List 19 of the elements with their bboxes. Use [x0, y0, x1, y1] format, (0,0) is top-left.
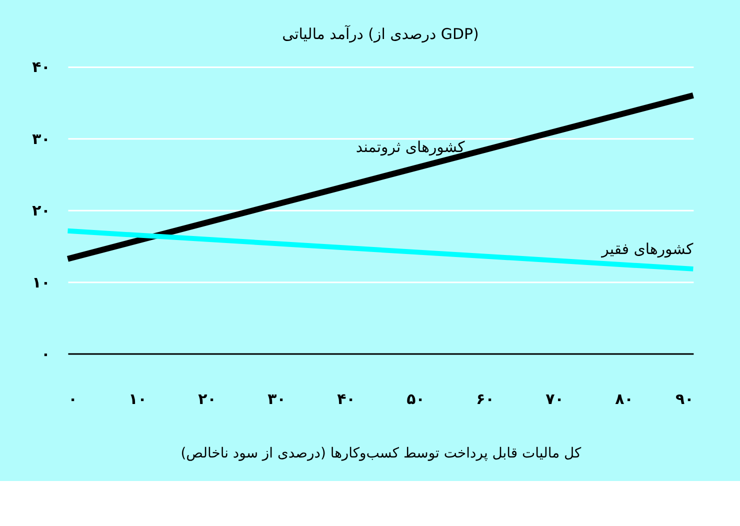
x-tick-label: ۴۰	[337, 390, 356, 408]
x-tick-label: ۶۰	[476, 390, 494, 408]
y-tick-label: ۳۰	[32, 130, 50, 148]
x-tick-label: ۱۰	[128, 390, 147, 408]
y-tick-label: ۱۰	[32, 273, 50, 292]
series-label: کشورهای فقیر	[600, 240, 694, 258]
y-tick-label: ۲۰	[32, 202, 50, 220]
x-axis-title: کل مالیات قابل پرداخت توسط کسب‌وکارها (درصدی از سود ناخالص)	[180, 446, 582, 462]
x-tick-label: ۵۰	[406, 390, 425, 408]
x-tick-label: ۷۰	[546, 390, 564, 408]
x-tick-label: ۰	[68, 390, 78, 408]
x-tick-label: ۹۰	[675, 390, 694, 408]
x-tick-label: ۸۰	[615, 390, 634, 408]
y-tick-label: ۴۰	[32, 58, 50, 76]
x-tick-label: ۳۰	[268, 390, 286, 408]
series-label: کشورهای ثروتمند	[356, 138, 466, 156]
y-tick-label: ۰	[41, 345, 50, 364]
x-tick-label: ۲۰	[198, 390, 216, 408]
chart-title: درآمد مالیاتی (درصدی از GDP)	[282, 24, 479, 43]
